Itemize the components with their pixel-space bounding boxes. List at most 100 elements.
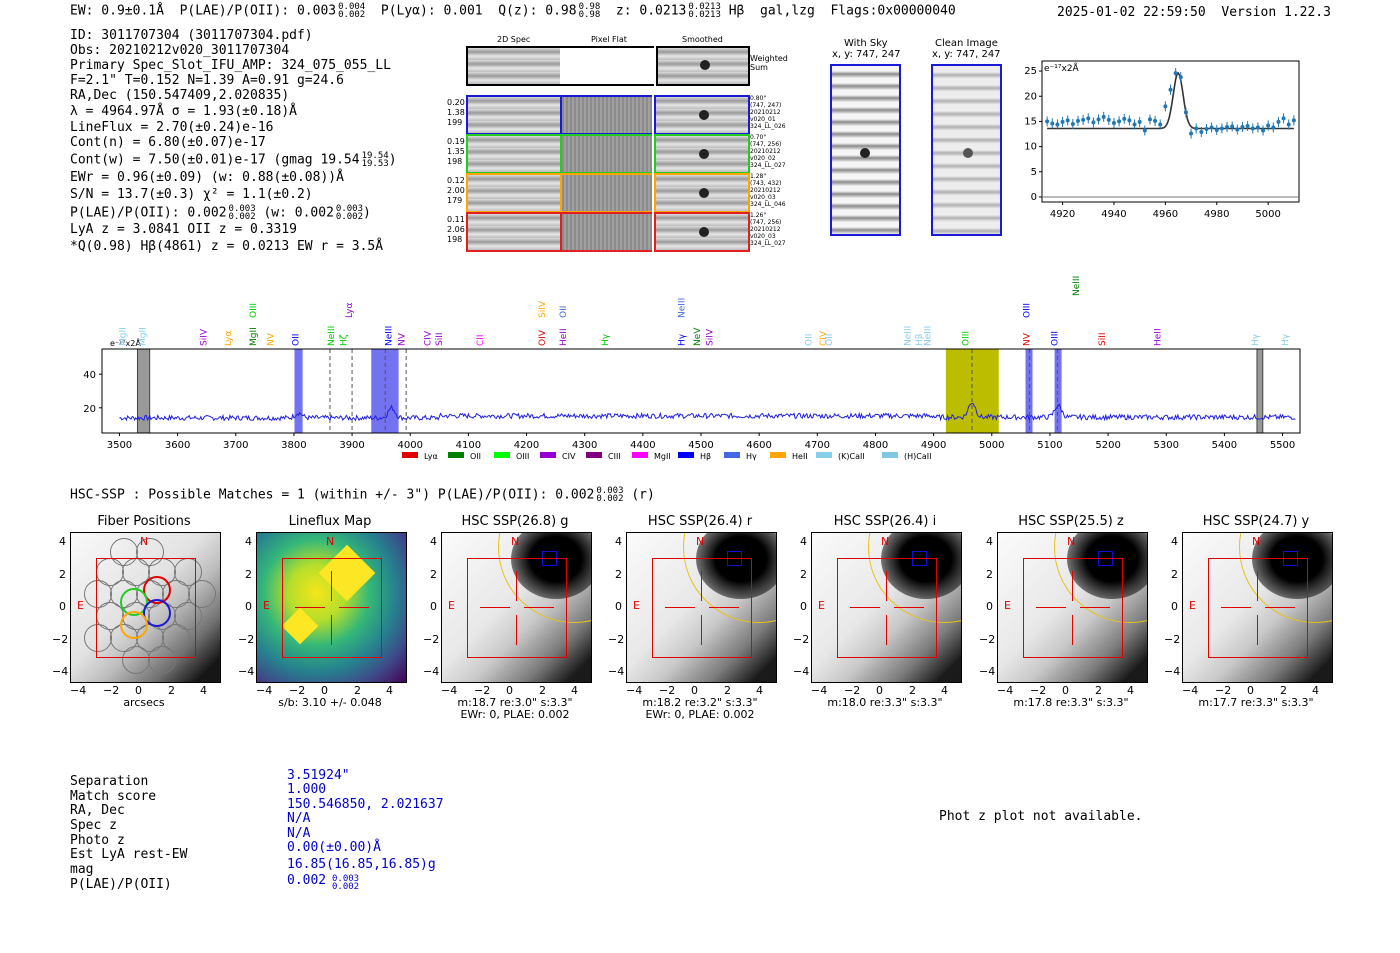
cutout-flat-tile: [562, 173, 652, 213]
hsc-panel-title: HSC SSP(24.7) y: [1202, 514, 1310, 529]
info-primary: Primary Spec_Slot_IFU_AMP: 324_075_055_L…: [70, 58, 391, 73]
col-2d-label: 2D Spec: [497, 35, 531, 44]
zoom-point: [1271, 125, 1276, 130]
ws-blob: [700, 60, 710, 70]
hsc-xtick: 0: [321, 684, 328, 697]
zoom-point: [1214, 127, 1219, 132]
match-value: N/A: [287, 826, 311, 841]
zoom-point: [1081, 117, 1086, 122]
plae-line-text: P(LAE)/P(OII): 0.002: [70, 205, 227, 221]
north-label: N: [326, 535, 335, 548]
spec-xtick-label: 5500: [1270, 440, 1295, 451]
match-value: 150.546850, 2.021637: [287, 797, 444, 812]
spec-line-label: Lyα: [224, 330, 234, 346]
hsc-red-box: [837, 558, 937, 658]
info-sn: S/N = 13.7(±0.3) χ² = 1.1(±0.2): [70, 187, 313, 202]
header-flags: Flags:0x00000040: [830, 3, 956, 19]
cutout-stat-2: 2.00: [447, 186, 465, 195]
hsc-cross: [1265, 607, 1295, 608]
timestamp: 2025-01-02 22:59:50: [1057, 5, 1206, 20]
with-sky-blob: [860, 148, 870, 158]
hsc-ytick: 4: [800, 535, 807, 548]
zoom-point: [1142, 128, 1147, 133]
match-label: Separation: [70, 774, 149, 789]
cutout-meta: 0.70": [750, 134, 767, 141]
hsc-red-box: [1208, 558, 1308, 658]
spec-blue-band: [1054, 349, 1062, 433]
match-label: mag: [70, 862, 94, 877]
hsc-caption-2: EWr: 0, PLAE: 0.002: [460, 708, 570, 721]
plae-line-hi: 0.003: [228, 204, 256, 214]
spec-line-label: OIII: [1050, 331, 1060, 346]
hsc-xtick: 2: [1095, 684, 1102, 697]
spec-line-label: OII: [804, 334, 814, 346]
hsc-xtick: −4: [70, 684, 87, 697]
hsc-cross: [331, 571, 332, 601]
zoom-xtick-label: 5000: [1255, 209, 1280, 220]
clean-xy: x, y: 747, 247: [932, 49, 1001, 60]
hsc-cross: [701, 615, 702, 645]
spec-line-label: Lyα: [345, 302, 355, 318]
hsc-ytick: 0: [800, 600, 807, 613]
hsc-ytick: 4: [986, 535, 993, 548]
spec-legend-label: OIII: [516, 452, 529, 461]
hsc-ytick: 4: [59, 535, 66, 548]
spec-xtick-label: 4800: [863, 440, 888, 451]
match-plae-lo: 0.002: [332, 882, 360, 892]
hsc-ytick: 2: [245, 568, 252, 581]
hsc-ytick: 2: [1171, 568, 1178, 581]
spec-legend-swatch: [402, 452, 418, 458]
cutout-flat-tile: [562, 95, 652, 135]
with-sky-xy: x, y: 747, 247: [832, 49, 901, 60]
hsc-heading: HSC-SSP : Possible Matches = 1 (within +…: [70, 487, 655, 504]
zoom-point: [1204, 126, 1209, 131]
zoom-point: [1225, 124, 1230, 129]
hsc-cross: [701, 571, 702, 601]
cutout-meta: v020_02: [750, 155, 776, 162]
header-plae-lo: 0.002: [338, 10, 366, 20]
spec-xtick-label: 3600: [165, 440, 190, 451]
hsc-ytick: −2: [52, 633, 69, 646]
fiber-orange: [120, 611, 148, 639]
zoom-point: [1276, 119, 1281, 124]
hsc-cross: [1036, 607, 1066, 608]
hsc-panel-title: Fiber Positions: [97, 514, 191, 529]
cutout-stat-2: 1.35: [447, 147, 465, 156]
spec-unit-label: e⁻¹⁷x2Å: [110, 337, 141, 348]
hsc-ytick: 4: [430, 535, 437, 548]
hsc-ytick: 0: [1171, 600, 1178, 613]
cutout-2d-tile: [466, 212, 562, 252]
cutout-meta: v020_03: [750, 194, 776, 201]
info-lya-z: LyA z = 3.0841 OII z = 0.3319: [70, 222, 297, 237]
spec-line-label: OII: [825, 334, 835, 346]
hsc-caption: m:17.8 re:3.3" s:3.3": [1013, 696, 1129, 709]
hsc-xtick: −4: [997, 684, 1014, 697]
plae-line-w: (w: 0.002: [255, 205, 334, 221]
spec-legend-swatch: [678, 452, 694, 458]
match-plae-stack: 0.003 0.002: [332, 875, 360, 892]
hsc-xtick: 2: [168, 684, 175, 697]
cutout-meta: 324_LL_046: [750, 201, 786, 208]
hsc-ytick: −4: [793, 665, 810, 678]
ws-smooth-tile: [656, 46, 750, 86]
hsc-xtick: −4: [811, 684, 828, 697]
spec-xtick-label: 5000: [979, 440, 1004, 451]
hsc-red-box: [652, 558, 752, 658]
spec-line-label: Hγ: [1251, 333, 1261, 346]
zoom-ytick-label: 10: [1024, 142, 1037, 153]
hsc-xtick: 4: [941, 684, 948, 697]
header-right: 2025-01-02 22:59:50 Version 1.22.3: [1057, 5, 1331, 20]
zoom-point: [1173, 71, 1178, 76]
hsc-ytick: −4: [608, 665, 625, 678]
zoom-point: [1286, 122, 1291, 127]
header-plya: P(Lyα): 0.001: [380, 3, 483, 19]
spec-line-label: OIII: [249, 303, 259, 318]
hsc-cross: [295, 607, 325, 608]
hsc-cross: [850, 607, 880, 608]
east-label: E: [1004, 599, 1011, 612]
spec-line-label: NeIII: [385, 326, 395, 346]
match-label: RA, Dec: [70, 803, 125, 818]
fiber-blue: [143, 599, 171, 627]
cutout-meta: 0.80": [750, 95, 767, 102]
cutout-stat-3: 198: [447, 157, 463, 166]
